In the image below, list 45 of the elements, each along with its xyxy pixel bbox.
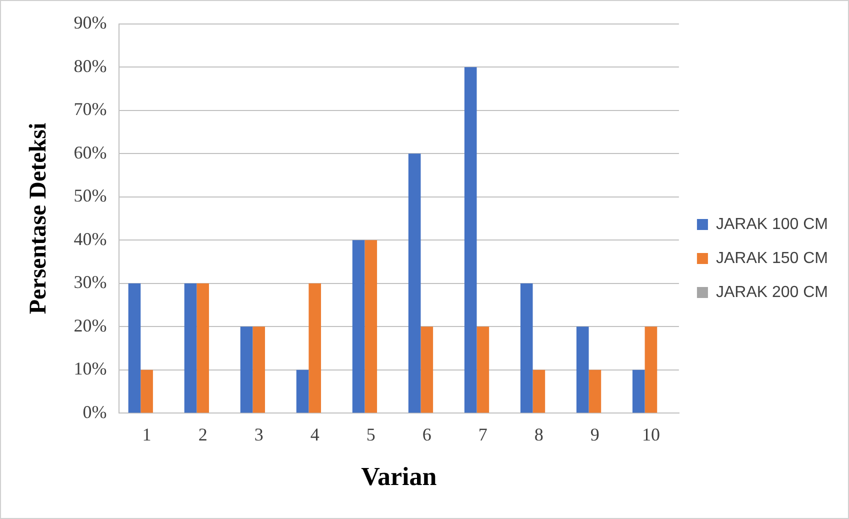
y-tick-label: 30% — [74, 272, 107, 292]
x-tick-label: 6 — [422, 424, 432, 445]
bar — [364, 240, 378, 413]
bar — [632, 370, 645, 413]
bar — [588, 370, 602, 413]
bar — [408, 154, 421, 413]
y-tick-label: 90% — [74, 12, 107, 33]
x-axis-title: Varian — [361, 462, 438, 492]
bar — [576, 326, 589, 413]
x-tick-label: 8 — [534, 424, 544, 445]
x-tick-label: 7 — [478, 424, 488, 445]
x-tick-label: 3 — [254, 424, 264, 445]
bar — [196, 283, 209, 413]
y-tick-label: 50% — [74, 186, 107, 206]
y-tick-label: 0% — [82, 402, 107, 422]
bar — [464, 67, 477, 413]
x-tick-label: 10 — [642, 424, 660, 445]
x-tick-label: 1 — [142, 424, 152, 445]
y-tick-label: 40% — [74, 228, 107, 249]
bar — [252, 326, 265, 413]
bar — [184, 283, 197, 413]
bar — [352, 240, 365, 413]
x-tick-label: 5 — [366, 424, 376, 445]
y-axis-title: Persentase Deteksi — [26, 122, 52, 314]
bar — [308, 283, 322, 413]
y-tick-label: 60% — [74, 142, 107, 162]
bar — [128, 283, 141, 413]
bar — [476, 326, 490, 413]
y-tick-label: 80% — [74, 56, 107, 76]
x-tick-label: 9 — [590, 424, 600, 445]
bar — [644, 326, 658, 413]
x-tick-label: 2 — [198, 424, 208, 445]
bar — [240, 326, 253, 413]
legend-label: JARAK 150 CM — [716, 250, 828, 267]
x-tick-label: 4 — [310, 424, 320, 445]
legend-label: JARAK 200 CM — [716, 284, 828, 301]
bar — [520, 283, 533, 413]
legend-label: JARAK 100 CM — [716, 216, 828, 233]
bar — [140, 370, 153, 413]
bar — [296, 370, 309, 413]
bar — [420, 326, 434, 413]
y-tick-label: 20% — [74, 315, 107, 336]
bar — [532, 370, 546, 413]
y-tick-label: 70% — [74, 99, 107, 120]
y-tick-label: 10% — [74, 358, 107, 379]
